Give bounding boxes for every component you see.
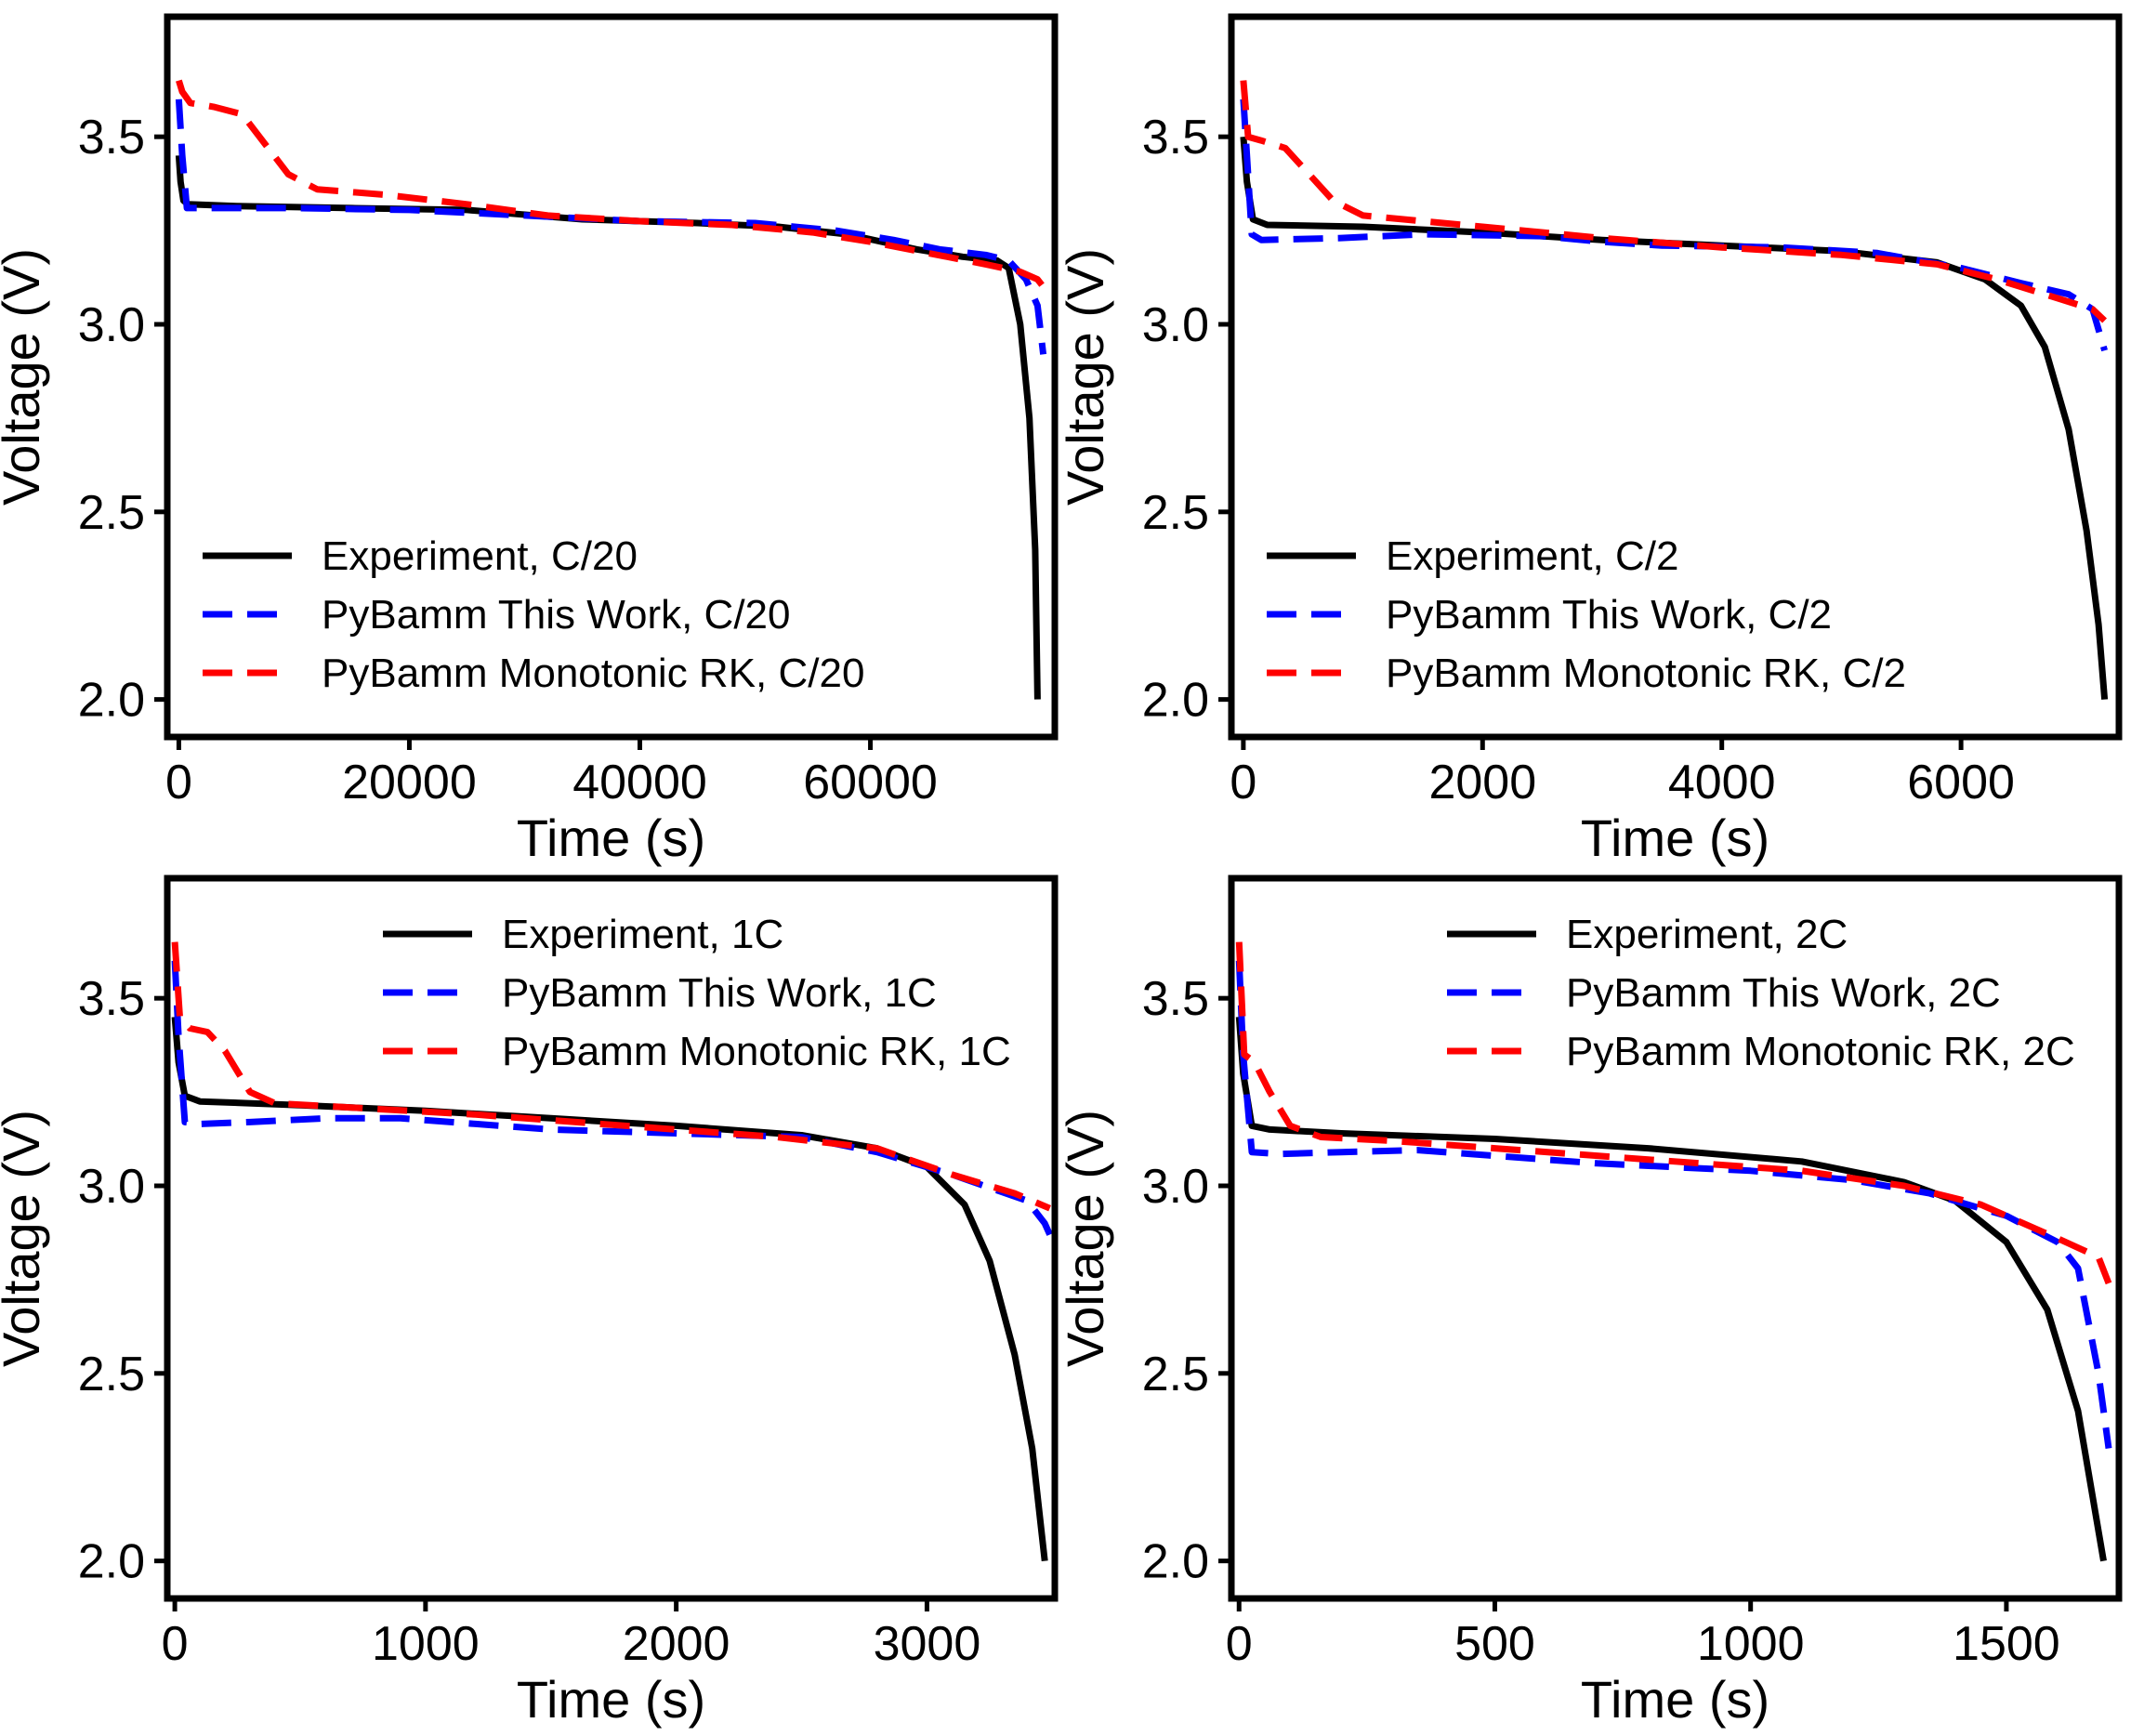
y-tick-label: 2.5 <box>78 486 145 540</box>
x-tick-label: 0 <box>162 1617 189 1671</box>
y-tick-label: 3.5 <box>78 111 145 164</box>
chart-panel-2: 0 2000 4000 6000 2.0 2.5 3.0 3.5 Time (s) Voltage… <box>1056 13 2123 867</box>
legend-label: PyBamm Monotonic RK, 2C <box>1566 1029 2075 1074</box>
series-line-this-work <box>175 99 1047 355</box>
x-tick-label: 20000 <box>342 756 477 809</box>
y-tick-label: 2.5 <box>1142 486 1209 540</box>
x-tick-label: 500 <box>1454 1617 1535 1671</box>
legend-label: Experiment, C/20 <box>322 533 638 579</box>
plot-frame <box>164 875 1059 1602</box>
legend-label: PyBamm Monotonic RK, 1C <box>502 1029 1011 1074</box>
legend: Experiment, 2C PyBamm This Work, 2C PyBamm… <box>1447 912 2075 1074</box>
y-axis-title: Voltage (V) <box>0 1110 50 1367</box>
x-axis-title: Time (s) <box>1581 1670 1769 1729</box>
x-tick-label: 0 <box>1226 1617 1253 1671</box>
chart-panel-4: 0 500 1000 1500 2.0 2.5 3.0 3.5 Time (s) Voltage … <box>1056 875 2123 1729</box>
x-tick-label: 4000 <box>1668 756 1776 809</box>
y-tick-label: 3.0 <box>1142 298 1209 352</box>
y-tick-label: 2.5 <box>78 1348 145 1401</box>
y-tick-label: 2.5 <box>1142 1348 1209 1401</box>
legend-label: PyBamm Monotonic RK, C/2 <box>1386 651 1906 696</box>
y-tick-label: 2.0 <box>78 1535 145 1589</box>
x-tick-label: 1500 <box>1953 1617 2060 1671</box>
legend-label: PyBamm This Work, C/20 <box>322 592 791 638</box>
x-axis-title: Time (s) <box>517 809 705 867</box>
x-tick-label: 40000 <box>572 756 707 809</box>
y-tick-label: 3.0 <box>1142 1160 1209 1214</box>
x-axis-title: Time (s) <box>517 1670 705 1729</box>
y-tick-label: 2.0 <box>1142 674 1209 728</box>
chart-panel-3: 0 1000 2000 3000 2.0 2.5 3.0 3.5 Time (s) Voltage… <box>0 875 1059 1729</box>
legend-label: PyBamm This Work, 2C <box>1566 970 2001 1016</box>
series-line-this-work <box>1235 960 2112 1449</box>
y-tick-label: 3.5 <box>1142 111 1209 164</box>
y-axis-title: Voltage (V) <box>0 248 50 506</box>
series-line-monotonic-rk <box>176 79 1046 289</box>
plot-frame <box>1228 13 2123 741</box>
y-tick-label: 3.0 <box>78 1160 145 1214</box>
y-axis-title: Voltage (V) <box>1056 1110 1114 1367</box>
legend-label: Experiment, 2C <box>1566 912 1848 957</box>
x-tick-label: 0 <box>165 756 192 809</box>
legend-label: PyBamm This Work, 1C <box>502 970 937 1016</box>
series-line-experiment <box>1235 1017 2107 1562</box>
y-tick-label: 3.0 <box>78 298 145 352</box>
legend-label: PyBamm Monotonic RK, C/20 <box>322 651 864 696</box>
x-tick-label: 2000 <box>623 1617 730 1671</box>
legend: Experiment, C/20 PyBamm This Work, C/20 Py… <box>203 533 864 696</box>
series-line-monotonic-rk <box>171 941 1051 1212</box>
x-tick-label: 1000 <box>372 1617 480 1671</box>
legend-label: Experiment, 1C <box>502 912 783 957</box>
x-tick-label: 6000 <box>1907 756 2015 809</box>
y-tick-label: 2.0 <box>1142 1535 1209 1589</box>
x-tick-label: 3000 <box>874 1617 981 1671</box>
x-tick-label: 1000 <box>1697 1617 1805 1671</box>
legend: Experiment, C/2 PyBamm This Work, C/2 PyBa… <box>1267 533 1906 696</box>
series-line-monotonic-rk <box>1240 80 2108 323</box>
legend: Experiment, 1C PyBamm This Work, 1C PyBamm… <box>383 912 1011 1074</box>
plot-frame <box>164 13 1059 741</box>
y-tick-label: 3.5 <box>78 972 145 1026</box>
plot-frame <box>1228 875 2123 1602</box>
series-line-experiment <box>171 1017 1048 1561</box>
y-axis-title: Voltage (V) <box>1056 248 1114 506</box>
legend-label: PyBamm This Work, C/2 <box>1386 592 1832 638</box>
x-axis-title: Time (s) <box>1581 809 1769 867</box>
y-tick-label: 2.0 <box>78 674 145 728</box>
legend-label: Experiment, C/2 <box>1386 533 1678 579</box>
series-line-monotonic-rk <box>1235 941 2112 1285</box>
chart-panel-1: 0 20000 40000 60000 2.0 2.5 3.0 3.5 Time (s) Volt… <box>0 13 1059 867</box>
y-tick-label: 3.5 <box>1142 972 1209 1026</box>
x-tick-label: 0 <box>1230 756 1256 809</box>
x-tick-label: 2000 <box>1428 756 1536 809</box>
x-tick-label: 60000 <box>803 756 938 809</box>
